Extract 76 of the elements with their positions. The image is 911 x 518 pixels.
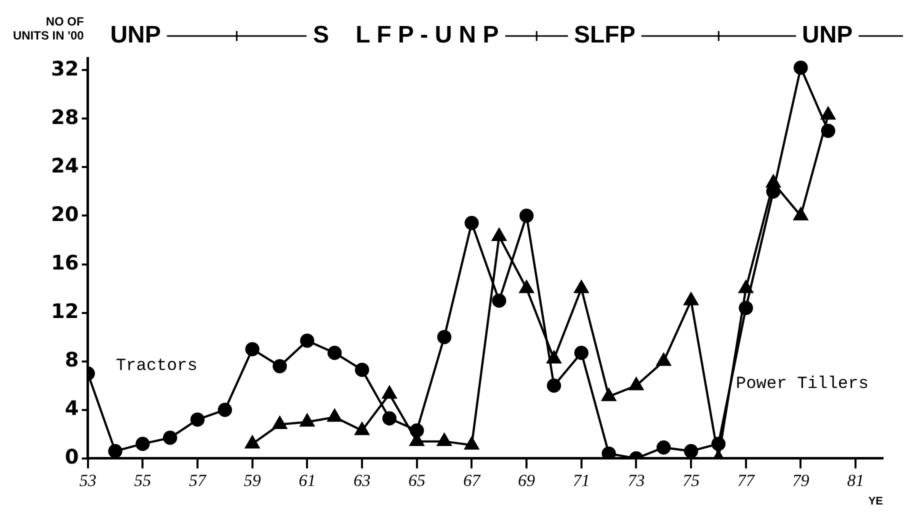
point [437,330,452,344]
text: UNP [110,22,161,49]
x-tick-label: 61 [298,471,316,490]
point [546,378,562,393]
point [656,353,671,366]
y-tick-label: 4 [64,396,79,420]
x-tick-label: 71 [572,471,590,490]
x-tick-label: 79 [792,471,810,490]
point [794,208,808,220]
point [108,444,122,458]
y-tick-label: 32 [50,56,79,80]
text: SLFP [574,22,636,49]
x-tick-label: 55 [134,471,152,490]
y-tick-label: 0 [64,444,79,469]
point [519,280,534,294]
point [382,411,397,426]
point [794,60,808,75]
point [546,350,562,364]
point [410,423,424,438]
point [272,416,287,430]
x-tick-label: 57 [189,471,208,490]
point [821,106,836,120]
point [190,412,205,427]
point [300,414,314,427]
point [629,378,644,390]
point [574,280,589,294]
point [492,228,506,241]
x-tick-label: 65 [408,471,426,490]
point [464,436,479,450]
point [821,124,836,138]
series-label: Power Tillers [736,375,869,394]
point [245,342,260,356]
y-tick-label: 8 [64,348,79,372]
point [602,388,616,402]
point [354,362,370,377]
point [300,334,314,348]
y-axis-title: NO OF UNITS IN '00 [12,14,84,42]
point [684,292,698,306]
x-tick-label: 59 [244,471,262,490]
point [437,433,452,446]
y-tick-label: 20 [50,202,79,226]
x-tick-label: 53 [79,471,96,490]
point [272,359,287,374]
point [738,300,753,316]
point [162,430,178,445]
point [574,346,588,360]
y-tick-label: 12 [50,299,79,324]
series-label: Tractors [116,356,198,376]
text: UNP [802,22,853,49]
point [656,440,671,455]
x-tick-label: 67 [463,471,482,490]
point [354,422,370,436]
point [684,444,698,458]
text: S L F P - U N P [312,22,499,49]
y-tick-label: 16 [50,250,79,274]
y-tick-label: 24 [50,153,79,178]
point [218,402,232,417]
point [328,346,342,360]
x-tick-label: 69 [518,471,536,490]
x-tick-label: 73 [628,471,645,490]
point [382,386,397,399]
point [136,436,150,451]
x-tick-label: 63 [354,471,371,490]
point [245,436,260,448]
point [738,280,754,294]
point [492,294,506,308]
x-tick-label: 77 [737,471,756,490]
x-tick-label: 81 [847,471,864,490]
point [327,409,342,422]
x-axis-title: YE [868,495,883,508]
point [464,216,479,230]
point [519,208,534,223]
x-tick-label: 75 [682,471,700,490]
y-tick-label: 28 [50,104,79,129]
point [602,446,616,458]
point [711,436,726,451]
